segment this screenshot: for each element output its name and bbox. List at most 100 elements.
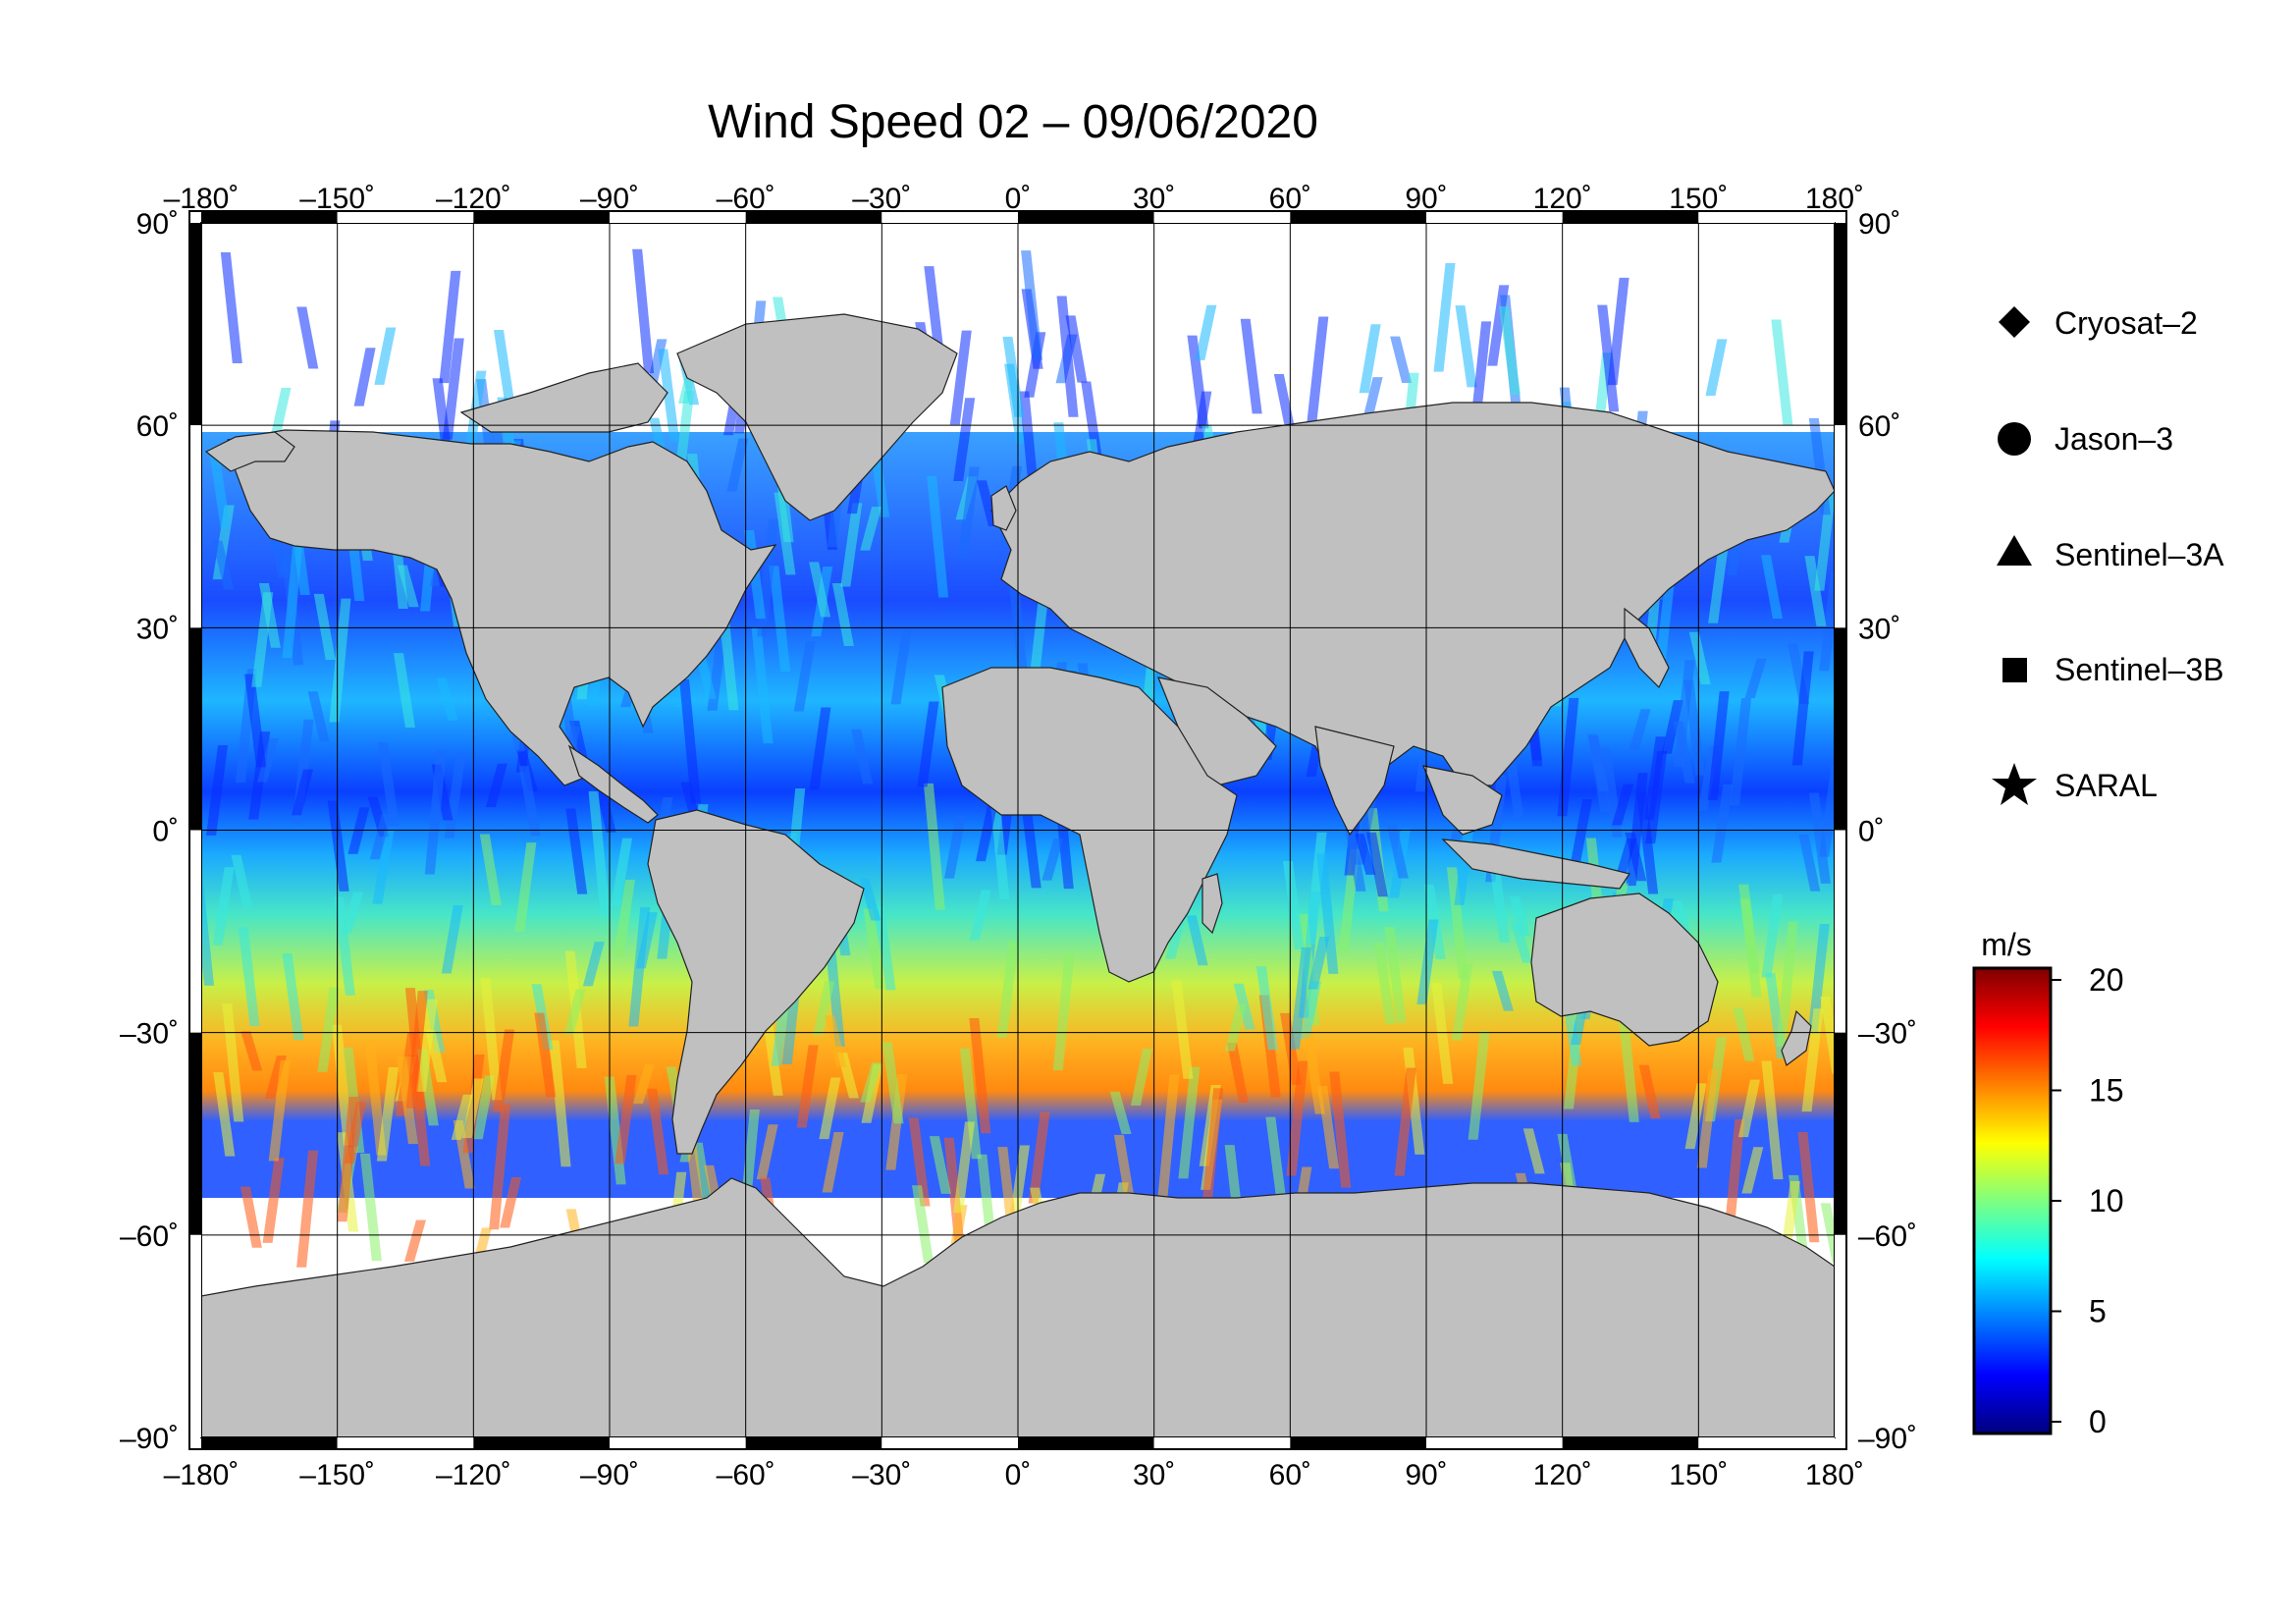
swath-streak [1586,733,1609,791]
x-tick-label-top: 30˚ [1133,183,1175,215]
swath-streak [441,904,463,974]
frame-segment-top [1426,211,1563,223]
colorbar-tick-label: 5 [2089,1294,2107,1329]
frame-segment-right [1835,1234,1846,1437]
swath-streak [756,1124,778,1180]
x-tick-label-top: –150˚ [299,183,375,215]
swath-streak [489,1104,511,1230]
swath-streak [1316,853,1339,974]
swath-streak [317,987,340,1072]
swath-streak [1688,631,1711,685]
swath-streak [403,1219,426,1262]
swath-streak [632,1064,655,1105]
swath-streak [268,1059,291,1162]
swath-streak [1041,839,1064,881]
y-tick-label-right: 30˚ [1858,613,1900,645]
swath-streak [796,1045,819,1128]
swath-streak [369,814,392,860]
y-tick-label-right: 60˚ [1858,410,1900,443]
swath-streak [282,530,304,659]
y-tick-label-left: 0˚ [152,816,179,848]
swath-streak [1771,319,1793,425]
swath-streak [840,503,863,587]
north-america [227,429,777,786]
x-tick-label-bottom: –30˚ [852,1459,911,1491]
x-tick-label-top: 60˚ [1269,183,1311,215]
greenland [676,313,958,521]
frame-segment-left [189,1234,201,1437]
swath-streak [1801,1008,1824,1112]
y-tick-label-left: –60˚ [120,1220,179,1253]
swath-streak [518,766,541,837]
swath-streak [1186,915,1208,966]
swath-streak [1359,324,1381,394]
frame-segment-right [1835,1032,1846,1235]
frame-segment-top [337,211,474,223]
swath-streak [611,838,633,907]
legend-label-jason: Jason–3 [2055,421,2173,457]
swath-streak [769,566,791,672]
legend-item-jason: Jason–3 [1998,421,2173,457]
x-tick-label-bottom: 180˚ [1805,1459,1864,1491]
madagascar [1201,873,1223,935]
swath-streak [809,562,831,618]
uk [990,485,1017,531]
swath-streak [1673,721,1695,784]
swath-streak [614,1074,637,1164]
swath-streak [1019,791,1041,889]
swath-streak [1708,535,1731,623]
triangle-icon [1997,535,2032,566]
swath-streak [1761,893,1784,978]
southeast-asia [1422,765,1503,836]
swath-streak [1390,336,1413,384]
swath-streak [949,330,972,425]
x-tick-label-top: 90˚ [1405,183,1447,215]
swath-streak [1240,318,1262,414]
swath-streak [415,999,438,1092]
swath-streak [238,927,260,1027]
swath-streak [1431,982,1454,1084]
x-tick-label-bottom: 30˚ [1133,1459,1175,1491]
swath-streak [1499,306,1522,396]
swath-streak [859,878,881,921]
swath-streak [479,834,502,905]
y-tick-label-left: 60˚ [136,410,179,443]
swath-streak [439,270,461,384]
swath-streak [374,327,397,385]
frame-segment-right [1835,627,1846,831]
swath-streak [1705,339,1728,397]
map-frame [188,210,1847,1450]
swath-streak [1468,1030,1490,1140]
swath-streak [1455,305,1477,388]
swath-streak [1738,884,1761,974]
swath-streak [1286,1060,1308,1176]
frame-segment-top [881,211,1018,223]
swath-streak [240,1186,262,1248]
x-tick-label-top: 120˚ [1533,183,1592,215]
africa [941,667,1238,983]
x-tick-label-bottom: 90˚ [1405,1459,1447,1491]
x-tick-label-bottom: –90˚ [580,1459,639,1491]
frame-segment-left [189,627,201,831]
swath-streak [1265,1116,1288,1208]
swath-streak [1814,490,1835,591]
swath-streak [1626,773,1648,887]
frame-outline-top [188,210,1847,1450]
x-tick-label-bottom: –60˚ [717,1459,775,1491]
swath-streak [614,880,636,957]
swath-streak [822,1132,844,1193]
swath-streak [1684,1083,1707,1150]
swath-streak [1354,834,1376,875]
x-axis-bottom-ticks: –180˚ –150˚ –120˚ –90˚ –60˚ –30˚ 0˚ 30˚ 60˚ 90˚ 12… [164,1459,1864,1491]
square-icon [2002,658,2027,682]
swath-streak [1113,1134,1136,1206]
legend-label-cryosat: Cryosat–2 [2055,305,2198,341]
swath-streak [262,1158,285,1243]
swath-streak [1433,262,1456,372]
swath-streak [292,769,314,816]
swath-streak [1723,1118,1745,1245]
y-tick-label-right: 90˚ [1858,208,1900,241]
swath-streak [1178,1066,1201,1179]
swath-streak [1255,966,1278,1051]
circle-icon [1998,422,2031,456]
